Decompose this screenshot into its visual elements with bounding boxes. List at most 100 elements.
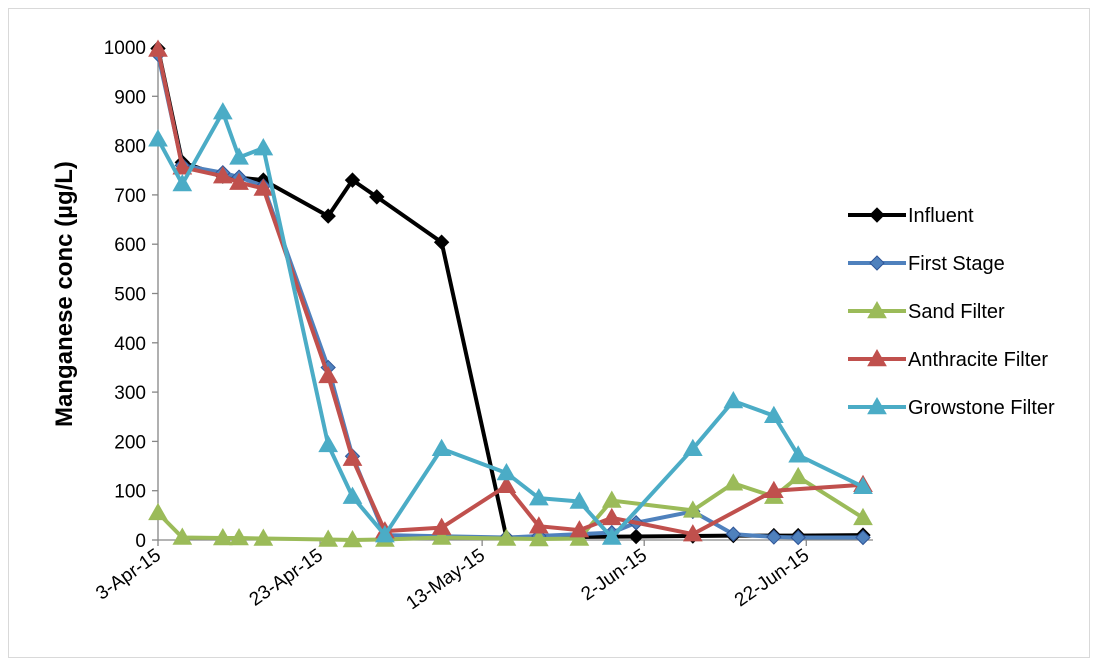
legend-item-anthracite-filter: Anthracite Filter <box>848 348 1048 371</box>
data-point-growstone-filter <box>723 390 744 409</box>
data-point-sand-filter <box>212 528 233 546</box>
data-point-growstone-filter <box>375 525 395 543</box>
data-point-anthracite-filter <box>569 520 590 538</box>
y-axis-label: Manganese conc (µg/L) <box>51 161 78 427</box>
x-tick-label: 2-Jun-15 <box>578 545 651 605</box>
series-line-first-stage <box>156 53 863 540</box>
y-tick-label: 100 <box>114 482 146 503</box>
data-point-growstone-filter <box>342 486 363 504</box>
data-point-growstone-filter <box>253 138 274 156</box>
x-tick-label: 23-Apr-15 <box>246 545 327 611</box>
y-tick-label: 600 <box>114 235 146 256</box>
data-point-growstone-filter <box>318 434 339 453</box>
data-point-anthracite-filter <box>496 475 517 494</box>
legend: Influent First Stage Sand Filter Anthracite… <box>848 205 1055 419</box>
data-point-sand-filter <box>318 529 339 547</box>
data-point-anthracite-filter <box>764 480 784 498</box>
data-point-anthracite-filter <box>253 178 274 196</box>
data-point-anthracite-filter <box>601 507 622 526</box>
legend-swatch-marker <box>867 348 887 367</box>
y-tick-label: 700 <box>114 186 146 207</box>
data-point-sand-filter <box>682 500 703 518</box>
y-tick-label: 400 <box>114 334 146 355</box>
data-point-growstone-filter <box>788 445 809 463</box>
data-point-influent <box>628 528 644 545</box>
chart-frame <box>8 8 1090 658</box>
y-tick-label: 500 <box>114 285 146 306</box>
data-point-growstone-filter <box>229 147 249 165</box>
x-axis: 3-Apr-15 23-Apr-15 13-May-15 2-Jun-15 22-Jun… <box>92 539 873 614</box>
legend-item-influent: Influent <box>848 205 974 227</box>
data-point-first-stage <box>790 529 806 546</box>
x-tick-label: 3-Apr-15 <box>92 545 165 605</box>
series-growstone-filter <box>148 102 873 545</box>
data-point-anthracite-filter <box>212 166 233 184</box>
data-point-first-stage <box>766 529 782 545</box>
data-point-anthracite-filter <box>318 365 339 384</box>
legend-label: First Stage <box>908 253 1005 275</box>
y-tick-label: 0 <box>135 531 146 552</box>
data-point-sand-filter <box>253 528 274 546</box>
legend-swatch-marker <box>869 207 885 223</box>
data-point-anthracite-filter <box>229 172 249 190</box>
legend-label: Growstone Filter <box>908 397 1055 419</box>
data-point-first-stage <box>855 529 871 546</box>
legend-swatch-marker <box>867 300 887 319</box>
data-point-sand-filter <box>172 527 193 545</box>
y-tick-label: 900 <box>114 87 146 108</box>
series-influent <box>150 40 871 546</box>
data-point-sand-filter <box>431 527 452 545</box>
data-point-sand-filter <box>529 529 549 547</box>
data-point-anthracite-filter <box>148 39 168 57</box>
data-point-sand-filter <box>569 528 590 546</box>
series-line-anthracite-filter <box>156 49 864 537</box>
data-point-anthracite-filter <box>342 448 363 466</box>
y-tick-label: 800 <box>114 137 146 158</box>
legend-item-first-stage: First Stage <box>848 253 1005 275</box>
data-point-growstone-filter <box>148 129 168 147</box>
data-point-sand-filter <box>148 502 168 521</box>
legend-swatch-marker <box>869 255 885 271</box>
legend-item-sand-filter: Sand Filter <box>848 300 1005 323</box>
data-point-growstone-filter <box>496 462 517 481</box>
data-point-growstone-filter <box>569 491 590 509</box>
legend-label: Anthracite Filter <box>908 349 1048 371</box>
data-point-growstone-filter <box>431 438 452 457</box>
legend-label: Sand Filter <box>908 301 1005 323</box>
data-point-growstone-filter <box>529 488 549 506</box>
data-point-growstone-filter <box>853 476 873 495</box>
data-point-sand-filter <box>723 473 744 491</box>
data-point-growstone-filter <box>172 174 193 192</box>
y-tick-label: 300 <box>114 383 146 404</box>
x-tick-label: 13-May-15 <box>403 545 489 614</box>
series-first-stage <box>150 46 871 546</box>
legend-item-growstone-filter: Growstone Filter <box>848 396 1055 419</box>
data-point-anthracite-filter <box>172 157 193 175</box>
data-point-influent <box>369 189 385 205</box>
y-axis: 0 100 200 300 400 500 600 700 800 900 1000 <box>104 38 159 552</box>
legend-swatch-marker <box>867 396 887 415</box>
y-tick-label: 1000 <box>104 38 146 59</box>
x-tick-label: 22-Jun-15 <box>731 545 813 611</box>
data-point-sand-filter <box>342 529 363 548</box>
data-point-first-stage <box>725 526 742 542</box>
series-line-influent <box>156 48 864 540</box>
data-point-sand-filter <box>853 507 873 526</box>
y-tick-label: 200 <box>114 432 146 453</box>
data-point-anthracite-filter <box>529 516 549 534</box>
data-point-growstone-filter <box>764 405 784 424</box>
data-point-sand-filter <box>229 528 249 546</box>
data-point-anthracite-filter <box>682 524 703 542</box>
data-point-sand-filter <box>496 528 517 546</box>
legend-label: Influent <box>908 205 974 227</box>
series-layer <box>148 39 873 548</box>
data-point-growstone-filter <box>601 527 622 545</box>
data-point-influent <box>320 208 336 224</box>
series-anthracite-filter <box>148 39 873 542</box>
data-point-sand-filter <box>788 466 809 485</box>
data-point-growstone-filter <box>682 438 703 457</box>
data-point-sand-filter <box>601 490 622 508</box>
data-point-influent <box>344 172 361 188</box>
data-point-influent <box>433 234 450 250</box>
